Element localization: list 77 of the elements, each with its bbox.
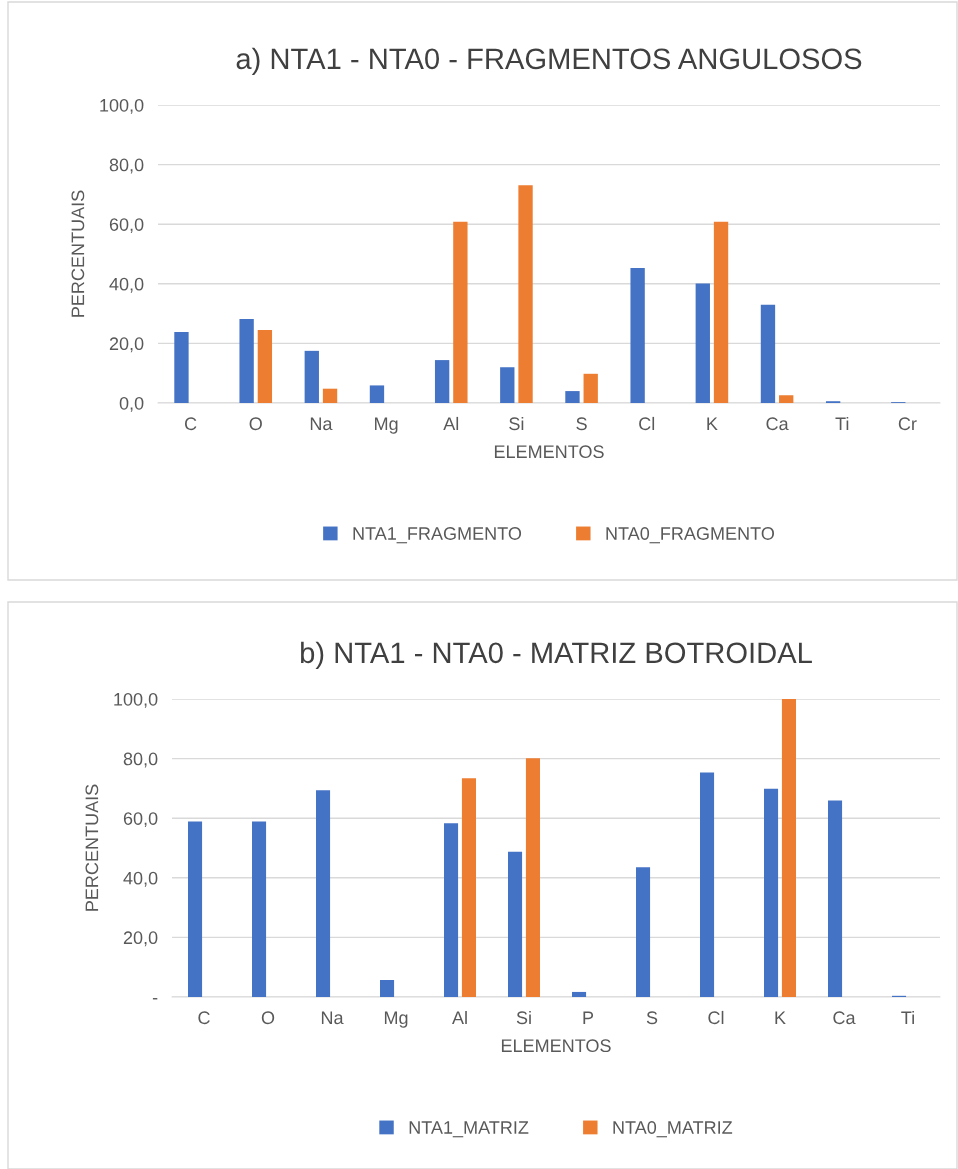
x-tick-label: Na: [310, 417, 333, 431]
legend-label: NTA0_FRAGMENTO: [606, 527, 775, 544]
x-tick-label: Cr: [898, 417, 917, 431]
y-tick-label: 60,0: [109, 218, 144, 234]
x-tick-label: C: [198, 1011, 210, 1025]
y-tick-label: 0,0: [119, 396, 144, 412]
y-tick-label: 100,0: [114, 692, 158, 708]
bar: [369, 385, 385, 403]
bar: [525, 758, 540, 997]
bar: [695, 283, 710, 403]
y-axis-title: PERCENTUAIS: [71, 190, 85, 317]
y-axis-title: PERCENTUAIS: [85, 784, 99, 911]
bar: [764, 788, 779, 997]
bar: [188, 821, 203, 997]
legend-label: NTA1_MATRIZ: [409, 1121, 529, 1138]
bar: [583, 373, 598, 403]
bar: [500, 367, 515, 403]
x-tick-label: Mg: [384, 1011, 408, 1028]
x-tick-label: K: [775, 1011, 786, 1024]
bar: [781, 699, 796, 997]
x-tick-label: Ca: [766, 417, 789, 431]
x-tick-label: Ca: [833, 1011, 856, 1025]
x-tick-label: Al: [443, 416, 459, 430]
x-tick-label: O: [249, 417, 262, 431]
y-tick-label: 20,0: [109, 337, 144, 353]
y-tick-label: 20,0: [123, 931, 158, 947]
x-tick-label: Cl: [708, 1010, 724, 1025]
x-tick-label: Al: [452, 1010, 467, 1024]
chart-title: a) NTA1 - NTA0 - FRAGMENTOS ANGULOSOS: [236, 47, 862, 75]
x-tick-label: Si: [509, 416, 524, 431]
bar: [304, 350, 319, 403]
y-tick-label: 60,0: [123, 812, 158, 828]
x-tick-label: Na: [321, 1011, 344, 1025]
x-tick-label: S: [576, 417, 587, 431]
bar: [434, 360, 450, 403]
x-axis-title: ELEMENTOS: [494, 445, 604, 459]
bar: [760, 304, 776, 403]
bar: [828, 800, 843, 997]
x-tick-label: O: [261, 1011, 275, 1025]
chart-title: b) NTA1 - NTA0 - MATRIZ BOTROIDAL: [301, 641, 812, 669]
y-tick-label: 40,0: [109, 277, 144, 293]
legend-label: NTA0_MATRIZ: [613, 1121, 733, 1138]
x-tick-label: P: [583, 1011, 594, 1024]
x-tick-label: Ti: [901, 1010, 914, 1024]
bar: [636, 867, 651, 997]
bar: [565, 391, 580, 403]
bar: [444, 823, 459, 997]
y-tick-label: 80,0: [109, 158, 144, 174]
legend-label: NTA1_FRAGMENTO: [353, 527, 522, 544]
bar: [572, 991, 587, 997]
bar: [461, 778, 476, 997]
bar: [257, 329, 273, 403]
bar: [316, 790, 331, 997]
x-tick-label: K: [707, 417, 718, 430]
bar: [453, 221, 468, 403]
x-tick-label: Cl: [639, 416, 655, 431]
bar: [380, 980, 395, 997]
bar: [239, 318, 254, 403]
bar: [252, 821, 267, 997]
bar: [174, 332, 189, 403]
x-tick-label: C: [184, 417, 197, 431]
x-tick-label: Si: [516, 1010, 531, 1025]
bar: [508, 851, 523, 997]
y-tick-label: 80,0: [123, 752, 158, 768]
bar: [518, 185, 533, 403]
y-tick-label: -: [152, 998, 158, 1000]
bar: [713, 221, 729, 403]
y-tick-label: 100,0: [100, 98, 144, 114]
x-tick-label: Mg: [375, 417, 398, 434]
bar: [322, 388, 338, 403]
bar: [700, 772, 715, 997]
x-axis-title: ELEMENTOS: [501, 1039, 611, 1053]
bar: [779, 395, 794, 403]
bar: [630, 268, 645, 403]
x-tick-label: Ti: [835, 416, 849, 430]
x-tick-label: S: [646, 1011, 658, 1025]
y-tick-label: 40,0: [123, 871, 158, 887]
